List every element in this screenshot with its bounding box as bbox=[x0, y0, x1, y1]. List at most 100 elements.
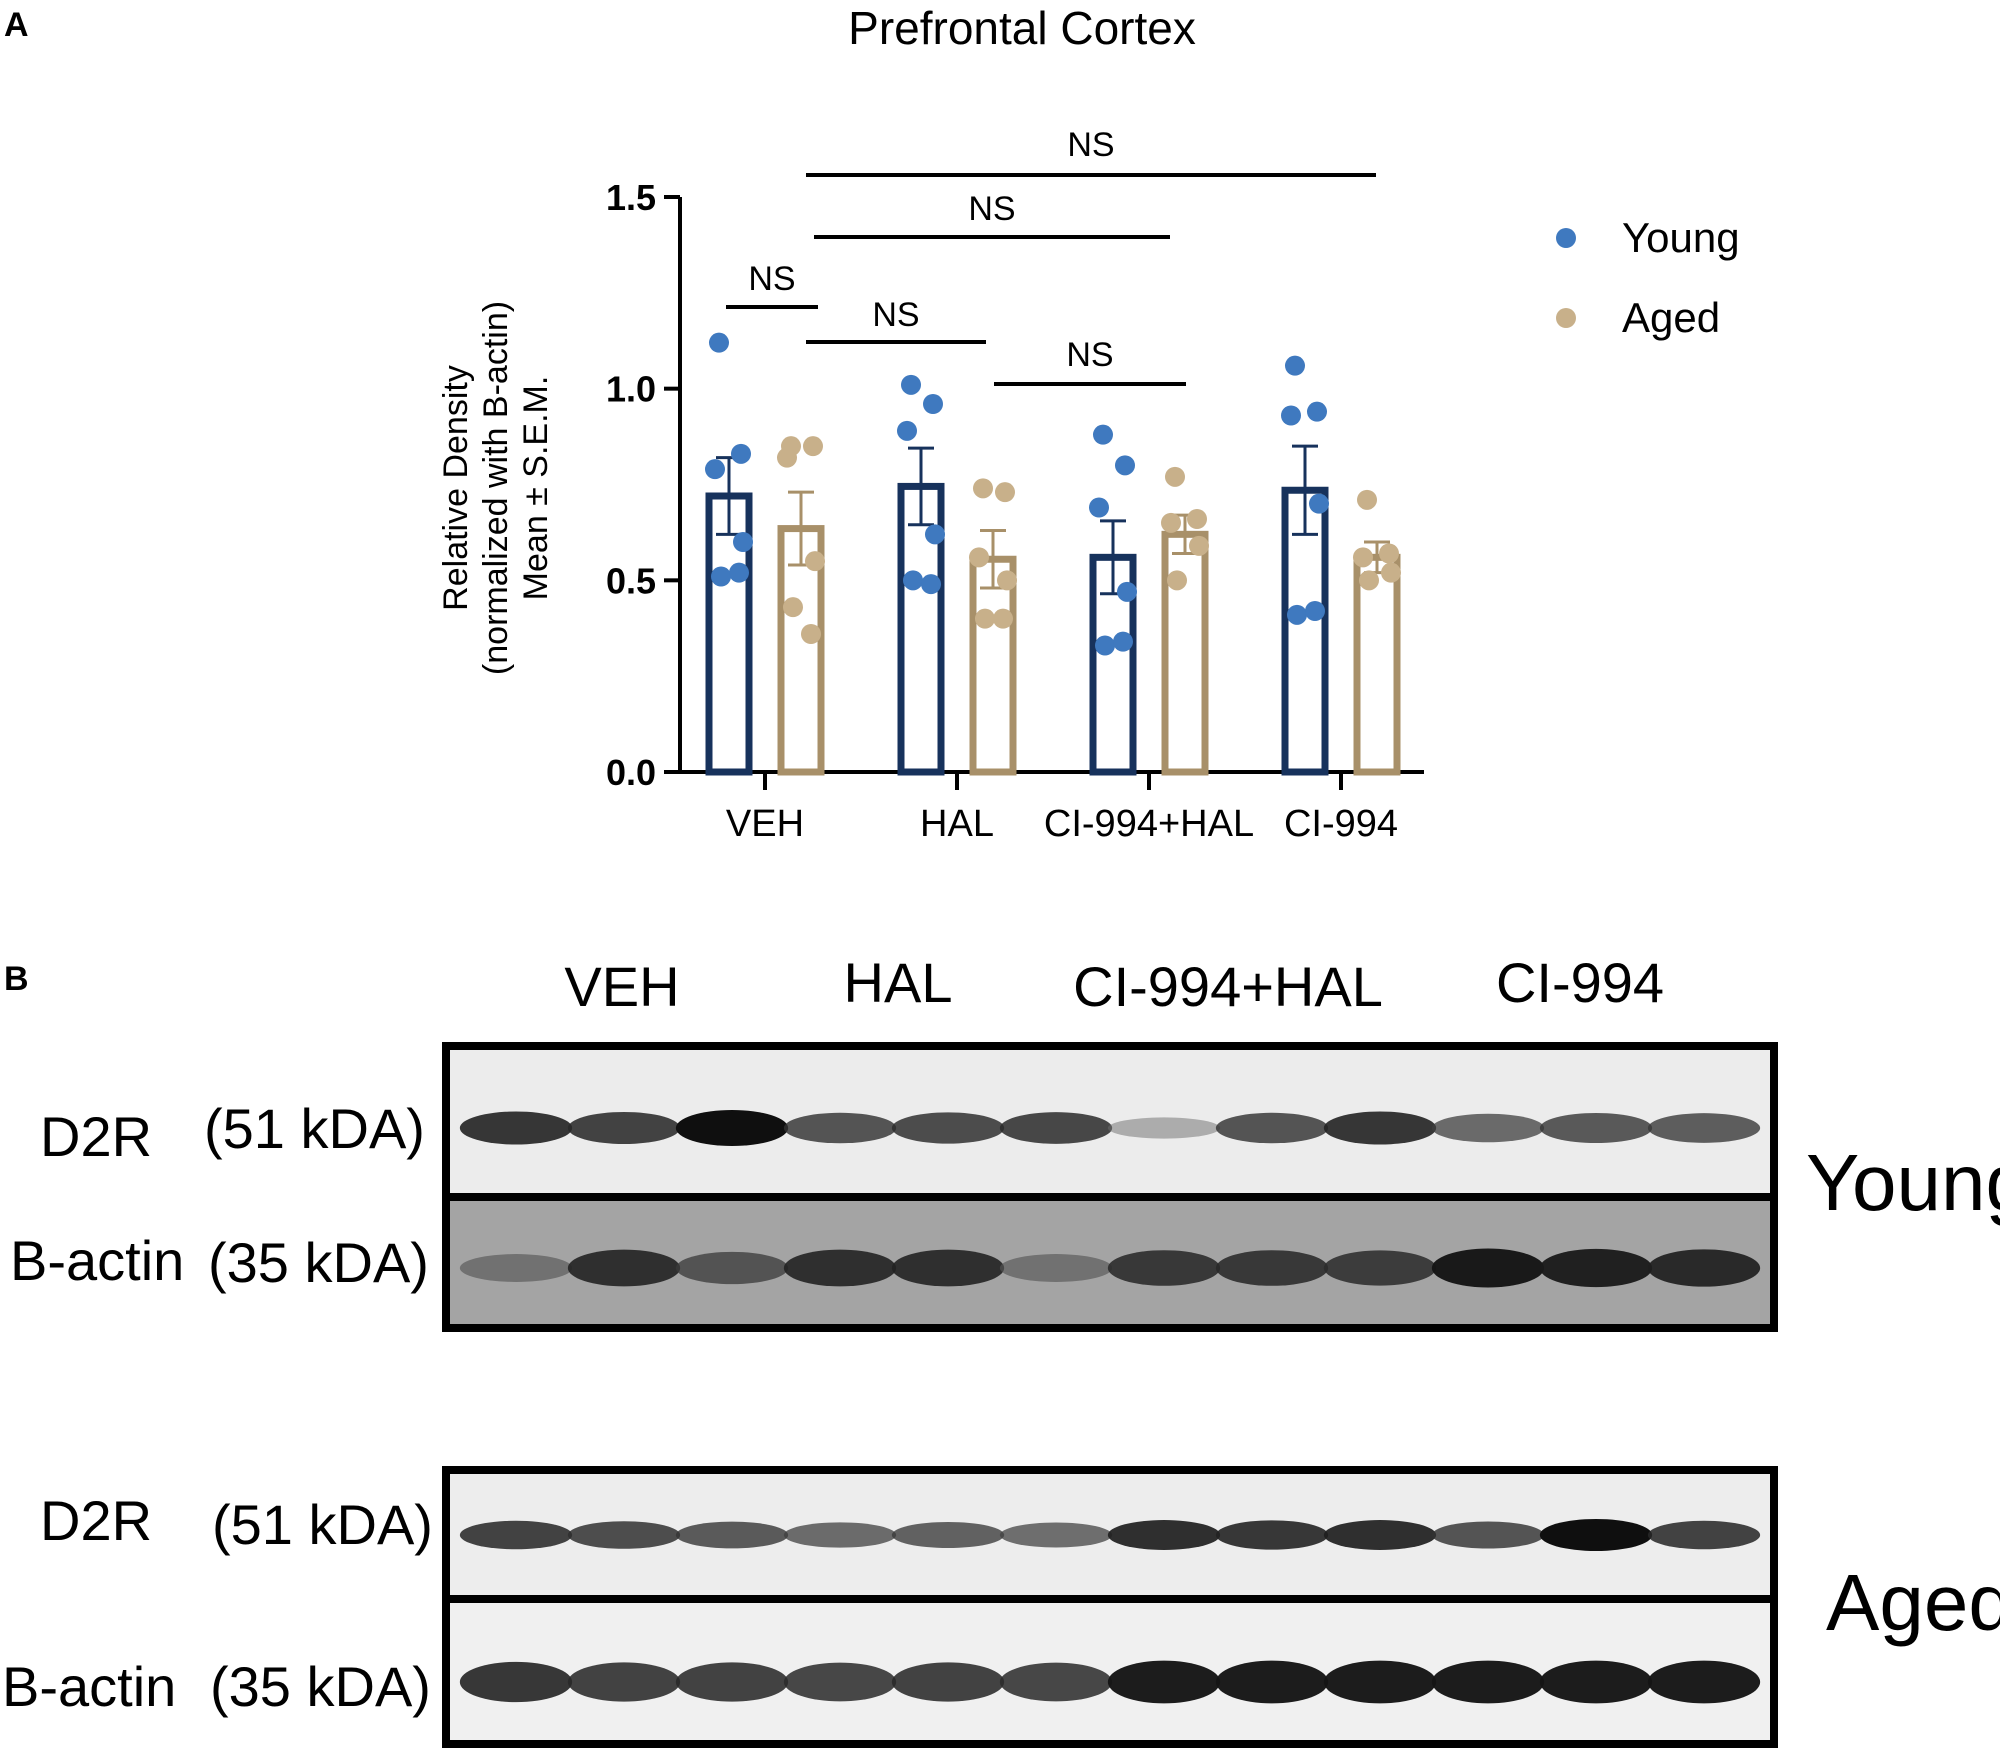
data-point-young bbox=[1287, 604, 1307, 625]
blot-young-group-label: Young bbox=[1806, 1138, 2000, 1227]
blot-band-young-d2r bbox=[999, 1112, 1113, 1144]
chart-title: Prefrontal Cortex bbox=[848, 2, 1196, 54]
blot-band-aged-d2r bbox=[1323, 1520, 1437, 1550]
blot-band-aged-d2r bbox=[783, 1522, 897, 1548]
significance-label: NS bbox=[968, 190, 1015, 228]
data-point-young bbox=[903, 570, 923, 591]
data-point-aged bbox=[969, 547, 989, 568]
blot-band-aged-d2r bbox=[1107, 1520, 1221, 1550]
blot-young-actin-kda: (35 kDA) bbox=[208, 1231, 429, 1294]
blot-band-young-d2r bbox=[783, 1112, 897, 1144]
chart-plot-area: 0.0 0.5 1.0 1.5 VEH HAL CI-994+HAL CI-994 NS NS NS… bbox=[606, 126, 1401, 845]
data-point-aged bbox=[1359, 570, 1379, 591]
blot-band-aged-actin bbox=[783, 1662, 897, 1702]
blot-band-aged-actin bbox=[1215, 1660, 1329, 1704]
blot-band-aged-actin bbox=[675, 1662, 789, 1702]
blot-band-young-actin bbox=[1647, 1249, 1761, 1287]
blot-band-aged-d2r bbox=[891, 1521, 1005, 1549]
data-point-young bbox=[705, 459, 725, 480]
blot-band-aged-d2r bbox=[567, 1521, 681, 1549]
data-point-young bbox=[1305, 601, 1325, 621]
blot-lane-label-ci994: CI-994 bbox=[1496, 951, 1664, 1014]
data-point-young bbox=[1113, 631, 1133, 652]
x-tick-label: CI-994 bbox=[1284, 803, 1398, 845]
data-point-young bbox=[1093, 424, 1113, 445]
blot-young-actin-label: B-actin bbox=[10, 1229, 184, 1292]
blot-band-young-actin bbox=[1539, 1248, 1653, 1288]
blot-lane-label-ci994-hal: CI-994+HAL bbox=[1073, 955, 1383, 1018]
blot-band-young-d2r bbox=[891, 1112, 1005, 1144]
data-point-young bbox=[733, 532, 753, 552]
blot-band-young-actin bbox=[459, 1254, 573, 1282]
blot-band-young-d2r bbox=[675, 1110, 789, 1146]
data-point-aged bbox=[1381, 562, 1401, 583]
y-tick-label: 1.5 bbox=[606, 177, 656, 218]
legend-marker-aged bbox=[1556, 308, 1576, 328]
data-point-young bbox=[1281, 405, 1301, 426]
blot-aged: D2R (51 kDA) B-actin (35 kDA) Aged bbox=[2, 1466, 2000, 1748]
blot-band-young-actin bbox=[1107, 1250, 1221, 1286]
legend: Young Aged bbox=[1556, 214, 1740, 341]
blot-band-aged-d2r bbox=[999, 1522, 1113, 1548]
data-point-aged bbox=[801, 624, 821, 644]
data-point-young bbox=[897, 420, 917, 441]
blot-young-d2r-bands bbox=[459, 1110, 1761, 1146]
data-point-young bbox=[925, 524, 945, 545]
blot-band-aged-actin bbox=[567, 1662, 681, 1702]
data-point-young bbox=[731, 443, 751, 464]
data-point-young bbox=[709, 332, 729, 353]
data-point-aged bbox=[1189, 535, 1209, 556]
data-point-young bbox=[711, 566, 731, 587]
significance-label: NS bbox=[748, 260, 795, 298]
data-point-aged bbox=[805, 551, 825, 572]
legend-label-young: Young bbox=[1622, 214, 1740, 261]
blot-aged-d2r-label: D2R bbox=[40, 1489, 152, 1552]
blot-band-young-actin bbox=[1323, 1250, 1437, 1286]
blot-band-aged-d2r bbox=[1215, 1520, 1329, 1550]
bar-aged bbox=[1353, 553, 1401, 776]
data-point-aged bbox=[1165, 466, 1185, 487]
blot-young-d2r-kda: (51 kDA) bbox=[204, 1097, 425, 1160]
x-tick-label: CI-994+HAL bbox=[1044, 803, 1254, 845]
x-tick-label: VEH bbox=[726, 803, 804, 845]
significance-label: NS bbox=[1066, 336, 1113, 374]
y-tick-label: 0.0 bbox=[606, 752, 656, 793]
data-point-young bbox=[1095, 635, 1115, 656]
blot-young-frame bbox=[442, 1042, 1778, 1332]
blot-band-young-actin bbox=[1431, 1248, 1545, 1288]
bar-aged bbox=[969, 555, 1017, 776]
data-point-aged bbox=[997, 570, 1017, 591]
data-point-aged bbox=[973, 478, 993, 499]
blot-band-young-d2r bbox=[1539, 1112, 1653, 1144]
blot-young: D2R (51 kDA) B-actin (35 kDA) Young bbox=[10, 1042, 2000, 1332]
blot-band-young-actin bbox=[567, 1249, 681, 1287]
data-point-aged bbox=[975, 608, 995, 629]
blot-aged-frame bbox=[442, 1466, 1778, 1748]
blot-band-aged-actin bbox=[1431, 1660, 1545, 1704]
data-point-young bbox=[1089, 497, 1109, 518]
blot-band-young-d2r bbox=[1431, 1113, 1545, 1143]
data-point-young bbox=[1285, 355, 1305, 376]
blot-lane-label-veh: VEH bbox=[564, 955, 679, 1018]
legend-label-aged: Aged bbox=[1622, 294, 1720, 341]
data-point-young bbox=[1115, 455, 1135, 476]
blot-aged-d2r-bands bbox=[459, 1519, 1761, 1551]
data-point-aged bbox=[1167, 570, 1187, 591]
data-point-young bbox=[901, 374, 921, 395]
y-axis-title-line-2: (normalized with B-actin) bbox=[477, 301, 515, 675]
bar-aged bbox=[1161, 530, 1209, 776]
blot-band-aged-actin bbox=[1107, 1660, 1221, 1704]
blot-aged-actin-bands bbox=[459, 1660, 1761, 1704]
data-point-aged bbox=[993, 608, 1013, 629]
y-axis-title-line-1: Relative Density bbox=[437, 365, 475, 611]
significance-label: NS bbox=[1067, 126, 1114, 164]
data-point-aged bbox=[1357, 489, 1377, 510]
blot-young-actin-bands bbox=[459, 1248, 1761, 1288]
blot-lane-labels: VEH HAL CI-994+HAL CI-994 bbox=[564, 951, 1664, 1018]
data-point-aged bbox=[1161, 512, 1181, 533]
blot-young-d2r-label: D2R bbox=[40, 1105, 152, 1168]
data-point-aged bbox=[1187, 509, 1207, 529]
blot-band-young-d2r bbox=[1107, 1117, 1221, 1139]
blot-band-aged-actin bbox=[1539, 1660, 1653, 1704]
blot-band-young-actin bbox=[891, 1249, 1005, 1287]
